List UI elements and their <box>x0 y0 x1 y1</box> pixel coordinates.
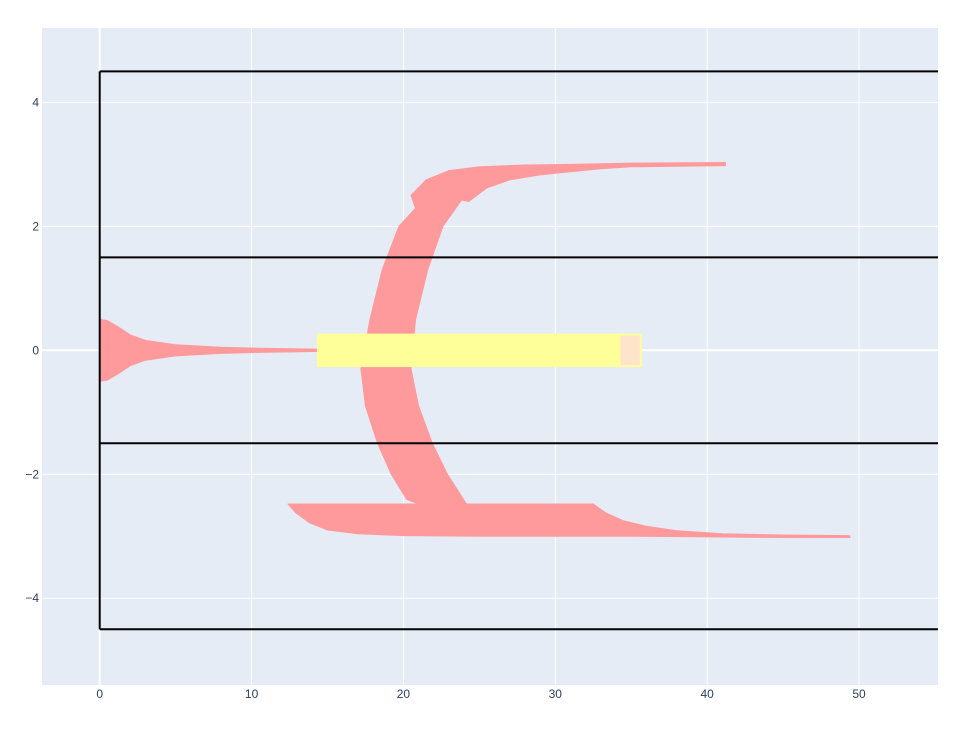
vehicle-box <box>316 333 642 368</box>
lower-branch-region <box>287 503 851 538</box>
y-tick-label: −2 <box>25 467 39 481</box>
trajectory-regions <box>99 162 851 538</box>
y-axis-ticks: −4 −2 0 2 4 <box>25 95 39 605</box>
x-tick-label: 10 <box>245 687 259 701</box>
vehicle-front <box>620 335 640 366</box>
y-tick-label: 2 <box>32 219 39 233</box>
x-tick-label: 40 <box>700 687 714 701</box>
x-tick-label: 20 <box>397 687 411 701</box>
lane-boundaries <box>98 70 938 631</box>
vehicle-body <box>316 333 642 368</box>
y-tick-label: 4 <box>32 95 39 109</box>
x-axis-ticks: 0 10 20 30 40 50 <box>96 687 866 701</box>
y-tick-label: 0 <box>32 343 39 357</box>
x-tick-label: 50 <box>852 687 866 701</box>
y-tick-label: −4 <box>25 591 39 605</box>
x-tick-label: 0 <box>96 687 103 701</box>
x-tick-label: 30 <box>549 687 563 701</box>
